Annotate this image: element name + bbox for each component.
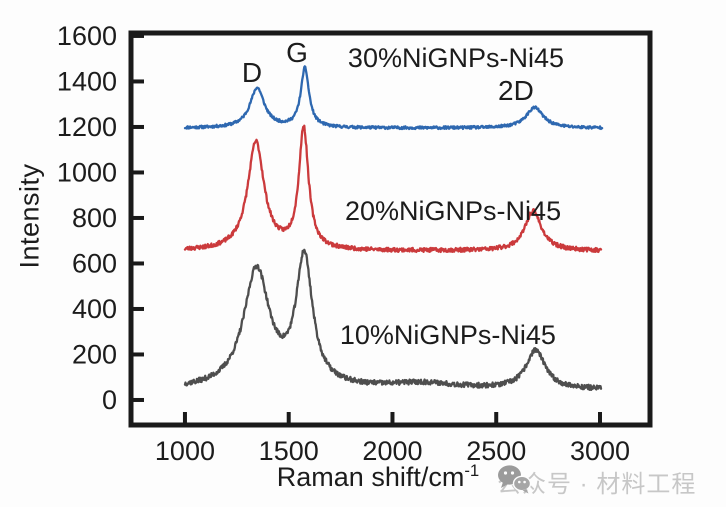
peak-label-2d: 2D	[498, 75, 534, 106]
watermark: 公众号 · 材料工程	[497, 464, 696, 498]
plot-border	[128, 30, 653, 428]
y-tick-label: 1400	[57, 66, 117, 96]
series-line-30pct	[183, 65, 604, 131]
x-tick-label: 2500	[466, 436, 526, 466]
peak-label-g: G	[286, 37, 308, 68]
wechat-icon	[498, 465, 531, 494]
y-tick-label: 600	[72, 248, 117, 278]
series-label-20pct: 20%NiGNPs-Ni45	[345, 196, 561, 226]
y-tick-label: 1600	[57, 21, 117, 51]
series-label-30pct: 30%NiGNPs-Ni45	[348, 43, 564, 73]
peak-label-d: D	[242, 57, 262, 88]
y-tick-label: 0	[102, 385, 117, 415]
y-tick-label: 200	[72, 339, 117, 369]
y-tick-label: 1000	[57, 157, 117, 187]
x-tick-label: 3000	[570, 436, 630, 466]
y-axis-title: Intensity	[14, 163, 45, 269]
y-tick-label: 1200	[57, 112, 117, 142]
y-tick-label: 800	[72, 203, 117, 233]
y-tick-label: 400	[72, 294, 117, 324]
series-label-10pct: 10%NiGNPs-Ni45	[340, 320, 556, 350]
series-line-20pct	[183, 124, 603, 254]
x-axis-title: Raman shift/cm-1	[276, 461, 480, 492]
x-tick-label: 2000	[362, 436, 422, 466]
x-tick-label: 1500	[259, 436, 319, 466]
x-tick-label: 1000	[155, 436, 215, 466]
series-line-10pct	[183, 248, 603, 392]
